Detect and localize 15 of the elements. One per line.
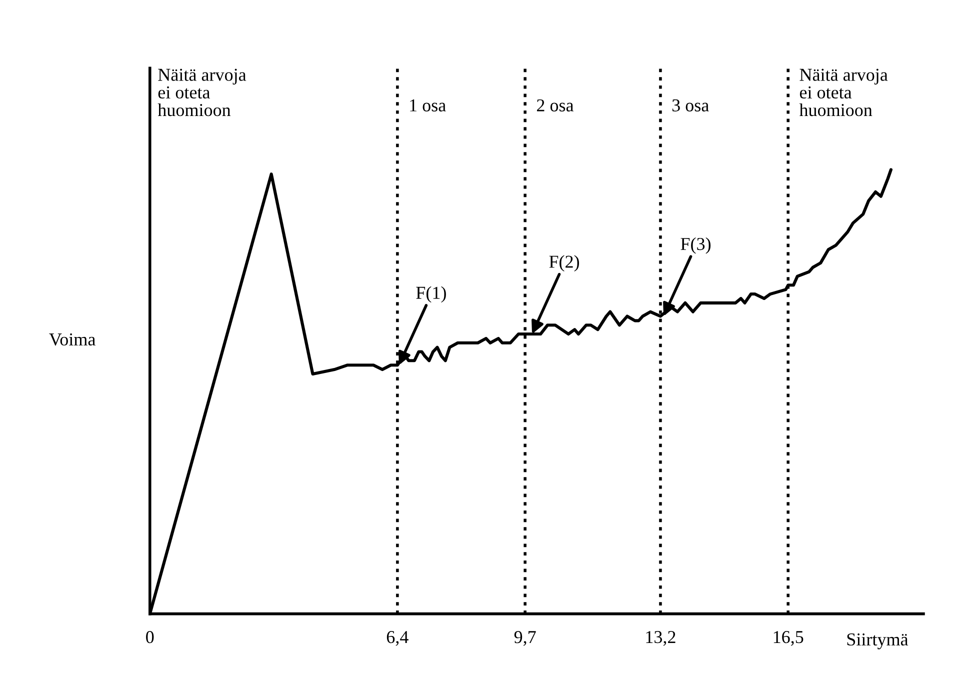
text: 3 osa: [672, 99, 709, 112]
y-axis-title: Voima: [49, 333, 96, 346]
text: 2 osa: [536, 99, 574, 112]
x-tick-label: 13,2: [646, 631, 676, 646]
annotation: F(1): [416, 286, 446, 303]
x-tick-label: 0: [146, 630, 154, 644]
text: 1 osa: [410, 99, 446, 112]
text: Näitä arvoja ei oteta huomioon: [799, 68, 888, 116]
x-tick-label: 6,4: [386, 631, 408, 646]
annotation: F(3): [680, 237, 711, 254]
x-tick-label: 9,7: [514, 631, 536, 646]
x-tick-label: 16,5: [774, 631, 804, 646]
annotation: F(2): [549, 255, 580, 272]
x-axis-title: Siirtymä: [847, 633, 908, 650]
text: Näitä arvoja ei oteta huomioon: [158, 68, 246, 116]
